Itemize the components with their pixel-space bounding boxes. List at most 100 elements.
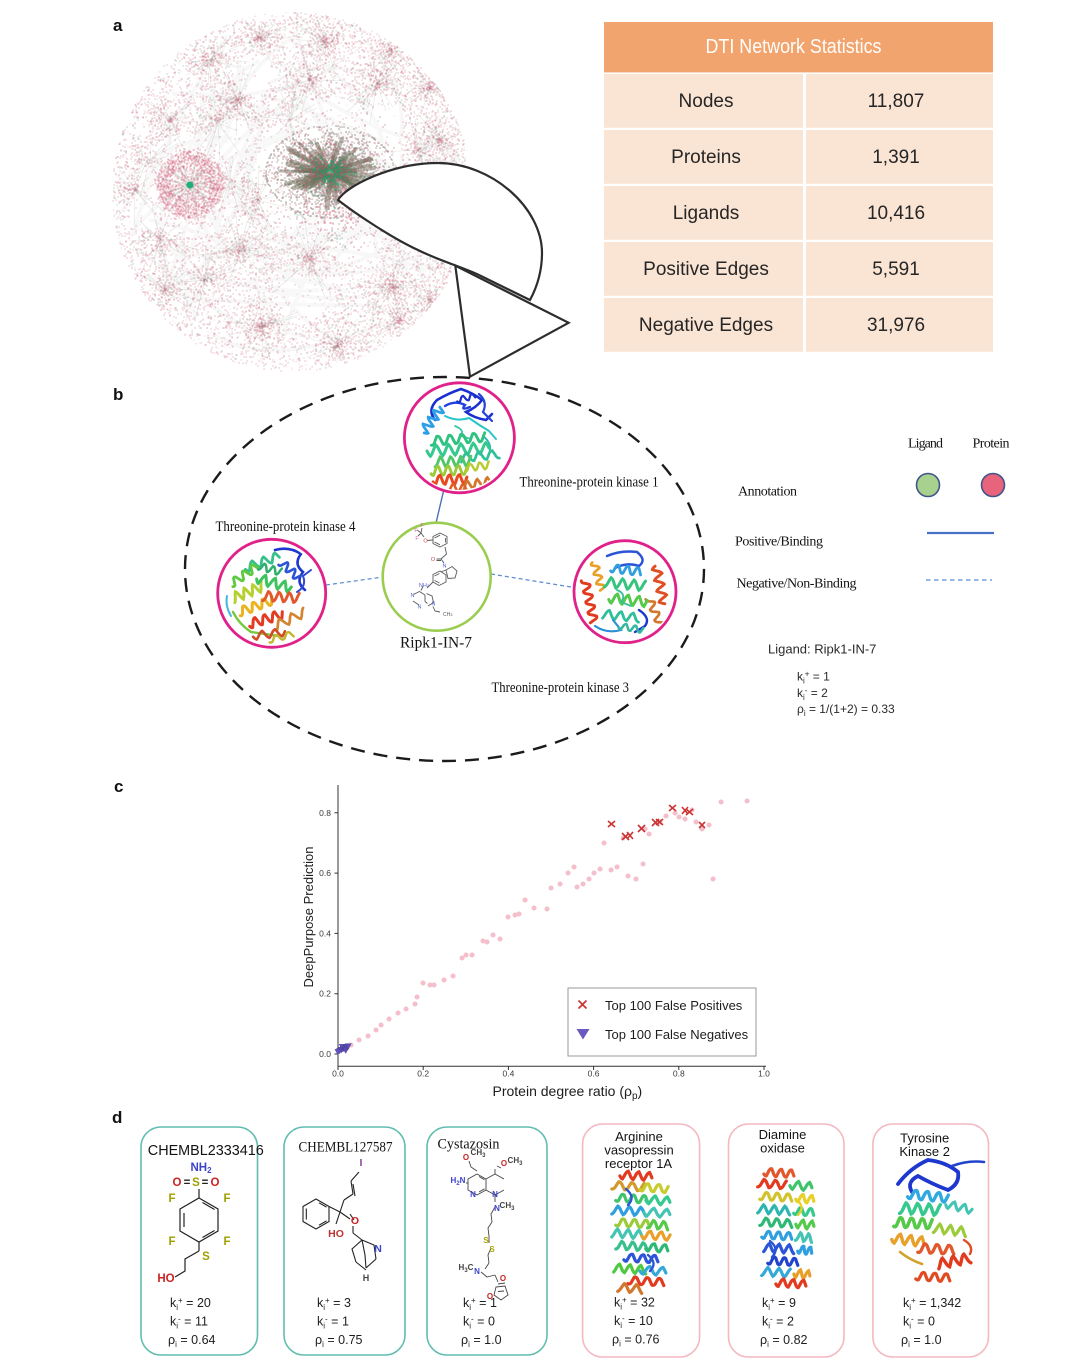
svg-text:I: I	[360, 1157, 363, 1169]
svg-text:O: O	[431, 557, 436, 563]
svg-text:Top 100 False Negatives: Top 100 False Negatives	[605, 1027, 749, 1042]
svg-text:ki+ = 20: ki+ = 20	[170, 1296, 211, 1312]
svg-text:S: S	[483, 1236, 489, 1245]
svg-text:0.0: 0.0	[319, 1049, 331, 1059]
svg-text:NH2: NH2	[419, 583, 430, 589]
svg-text:ρi = 1.0: ρi = 1.0	[461, 1333, 502, 1349]
svg-text:HO: HO	[328, 1228, 344, 1240]
svg-text:11,807: 11,807	[868, 91, 925, 112]
svg-text:0.0: 0.0	[332, 1069, 344, 1079]
svg-text:ρi = 0.64: ρi = 0.64	[168, 1333, 216, 1349]
svg-text:CH3: CH3	[471, 1148, 487, 1159]
svg-text:CH3: CH3	[500, 1201, 516, 1212]
svg-text:O: O	[211, 1177, 220, 1189]
svg-text:b: b	[113, 385, 123, 404]
svg-text:DeepPurpose Prediction: DeepPurpose Prediction	[301, 847, 316, 988]
svg-text:N: N	[374, 1243, 382, 1255]
svg-text:DTI Network Statistics: DTI Network Statistics	[706, 36, 882, 58]
svg-text:ki+ = 32: ki+ = 32	[614, 1296, 655, 1312]
svg-text:Threonine-protein kinase 1: Threonine-protein kinase 1	[520, 474, 659, 490]
svg-text:Positive Edges: Positive Edges	[643, 259, 769, 280]
svg-text:N: N	[492, 1190, 498, 1199]
svg-text:ki- = 0: ki- = 0	[463, 1315, 495, 1331]
svg-text:N: N	[443, 564, 447, 570]
svg-text:Negative/Non-Binding: Negative/Non-Binding	[737, 577, 857, 592]
svg-text:Tyrosine: Tyrosine	[900, 1130, 949, 1145]
svg-text:S: S	[489, 1245, 495, 1254]
svg-text:O: O	[423, 539, 428, 545]
svg-text:Cystazosin: Cystazosin	[438, 1136, 501, 1152]
svg-text:N: N	[470, 1190, 476, 1199]
svg-text:a: a	[113, 16, 123, 35]
svg-text:NH2: NH2	[190, 1162, 212, 1175]
svg-text:ki+ = 3: ki+ = 3	[317, 1296, 351, 1312]
svg-text:Threonine-protein kinase 4: Threonine-protein kinase 4	[216, 519, 356, 535]
svg-text:Kinase 2: Kinase 2	[899, 1144, 950, 1159]
svg-text:1,391: 1,391	[872, 147, 920, 168]
svg-text:c: c	[114, 777, 123, 796]
svg-text:0.4: 0.4	[502, 1069, 514, 1079]
svg-text:ρi = 0.82: ρi = 0.82	[760, 1333, 808, 1349]
svg-text:Ligand: Ligand	[908, 437, 943, 452]
svg-text:ρi = 1.0: ρi = 1.0	[901, 1333, 942, 1349]
svg-text:0.6: 0.6	[588, 1069, 600, 1079]
svg-text:Ripk1-IN-7: Ripk1-IN-7	[400, 635, 472, 652]
svg-text:Protein degree ratio (ρp): Protein degree ratio (ρp)	[493, 1083, 643, 1102]
svg-text:F: F	[415, 536, 419, 542]
svg-text:N: N	[411, 593, 415, 599]
svg-text:oxidase: oxidase	[760, 1140, 805, 1155]
svg-text:Ligands: Ligands	[673, 203, 740, 224]
svg-text:F: F	[168, 1193, 175, 1205]
svg-text:0.4: 0.4	[319, 928, 331, 938]
svg-text:ki- = 10: ki- = 10	[614, 1314, 653, 1330]
svg-text:S: S	[192, 1177, 200, 1189]
svg-text:N: N	[474, 1267, 480, 1276]
svg-text:10,416: 10,416	[867, 203, 925, 224]
svg-text:0.2: 0.2	[319, 989, 331, 999]
svg-text:O: O	[351, 1215, 359, 1227]
svg-text:O: O	[173, 1177, 182, 1189]
svg-text:ki+ = 1: ki+ = 1	[797, 670, 830, 686]
svg-text:CH3: CH3	[508, 1156, 524, 1167]
svg-text:ρi = 0.76: ρi = 0.76	[612, 1333, 660, 1349]
svg-text:0.2: 0.2	[417, 1069, 429, 1079]
svg-text:ki- = 11: ki- = 11	[170, 1315, 208, 1331]
svg-text:ki- = 2: ki- = 2	[762, 1315, 794, 1331]
svg-text:H3C: H3C	[459, 1263, 474, 1274]
svg-text:Ligand: Ripk1-IN-7: Ligand: Ripk1-IN-7	[768, 642, 876, 657]
svg-text:ρi = 0.75: ρi = 0.75	[315, 1333, 363, 1349]
svg-text:Diamine: Diamine	[759, 1127, 807, 1142]
svg-text:Negative Edges: Negative Edges	[639, 315, 773, 336]
svg-text:F: F	[420, 523, 424, 529]
svg-text:0.8: 0.8	[319, 808, 331, 818]
svg-text:ki+ = 1,342: ki+ = 1,342	[903, 1296, 961, 1312]
svg-text:CH3: CH3	[443, 612, 453, 618]
svg-text:N: N	[432, 602, 436, 608]
svg-text:N: N	[418, 605, 422, 611]
svg-text:31,976: 31,976	[867, 315, 925, 336]
svg-text:O: O	[487, 1292, 493, 1301]
svg-text:CHEMBL127587: CHEMBL127587	[299, 1140, 393, 1156]
svg-text:Top 100 False Positives: Top 100 False Positives	[605, 998, 743, 1013]
svg-text:5,591: 5,591	[872, 259, 920, 280]
svg-text:receptor 1A: receptor 1A	[605, 1156, 673, 1171]
svg-text:F: F	[414, 528, 418, 534]
svg-text:d: d	[112, 1108, 122, 1127]
svg-text:F: F	[223, 1236, 230, 1248]
svg-text:HO: HO	[157, 1273, 174, 1285]
svg-text:0.8: 0.8	[673, 1069, 685, 1079]
svg-text:Annotation: Annotation	[738, 485, 797, 500]
svg-text:F: F	[168, 1236, 175, 1248]
svg-text:ki- = 2: ki- = 2	[797, 686, 828, 702]
svg-text:=: =	[202, 1177, 209, 1189]
svg-text:Positive/Binding: Positive/Binding	[735, 534, 823, 549]
svg-text:Threonine-protein kinase 3: Threonine-protein kinase 3	[492, 680, 630, 696]
svg-text:ki- = 1: ki- = 1	[317, 1315, 349, 1331]
svg-text:Arginine: Arginine	[615, 1129, 663, 1144]
svg-text:O: O	[500, 1274, 506, 1283]
svg-text:O: O	[463, 1153, 469, 1162]
svg-text:CHEMBL2333416: CHEMBL2333416	[148, 1143, 264, 1159]
svg-text:F: F	[223, 1193, 230, 1205]
svg-text:H2N: H2N	[451, 1176, 466, 1187]
svg-text:ρi = 1/(1+2) = 0.33: ρi = 1/(1+2) = 0.33	[797, 702, 895, 718]
